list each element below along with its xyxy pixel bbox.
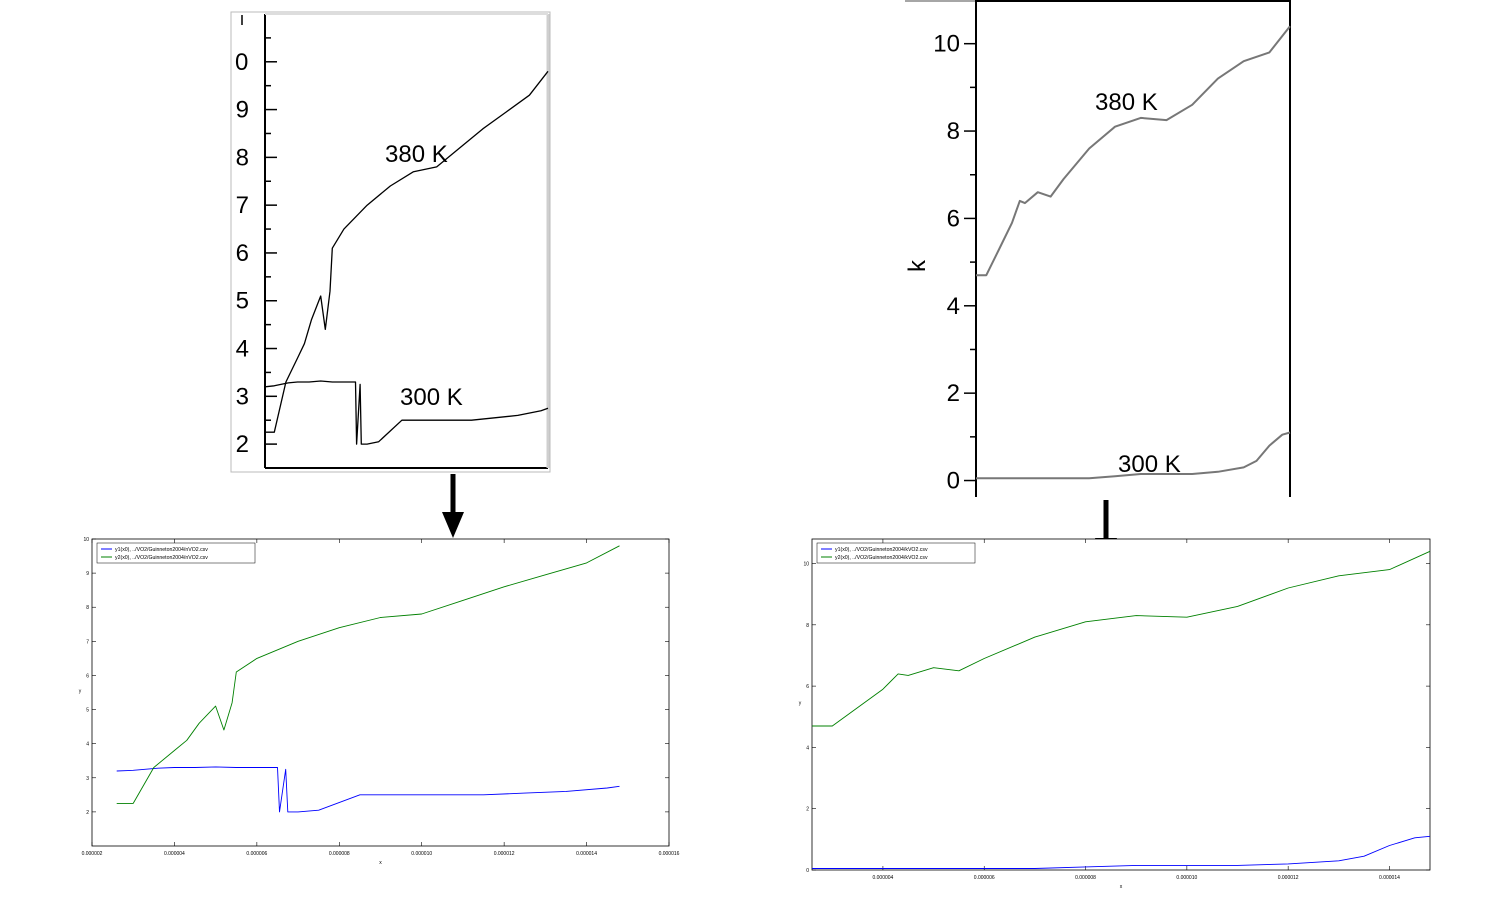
x-tick-label: 0.000008 [1075, 875, 1096, 881]
y-tick-label: 4 [947, 293, 960, 320]
y-axis-label: y [799, 701, 802, 707]
y-tick-label: 6 [806, 684, 809, 690]
n-digitized-chart: 0.000002 0.000004 0.000006 0.000008 0.000010… [79, 537, 680, 866]
y-tick-label: 2 [86, 810, 89, 816]
x-tick-label: 0.000016 [659, 851, 680, 857]
scan-border [230, 11, 551, 473]
y-tick-label: 8 [806, 623, 809, 629]
k-digitized-chart: 0.000004 0.000006 0.000008 0.000010 0.000012… [799, 538, 1431, 890]
y-tick-label: 10 [803, 562, 809, 568]
y-tick-label: 5 [86, 708, 89, 714]
y-tick-label: 4 [86, 742, 89, 748]
y-tick-label: 8 [947, 118, 960, 145]
legend-box [816, 542, 976, 564]
n-reference-chart: 2 3 4 5 6 7 8 9 0 380 K 300 K [230, 11, 551, 473]
y-axis-label: y [79, 689, 82, 695]
y-tick-label: 8 [86, 605, 89, 611]
series-line-300k [976, 431, 1291, 480]
x-tick-label: 0.000010 [411, 851, 432, 857]
series-line-380k [265, 70, 549, 433]
x-axis-label: x [1120, 884, 1123, 890]
y-tick-label: 4 [236, 336, 249, 363]
x-axis-label: x [379, 860, 382, 866]
legend: y1(x0), ../VO2/Guinneton2004/kVO2.csv y2(… [816, 542, 976, 564]
y-tick-label: 2 [806, 807, 809, 813]
y-tick-label: 2 [236, 431, 249, 458]
annotation-380k: 380 K [1095, 89, 1158, 116]
x-tick-label: 0.000008 [329, 851, 350, 857]
y-tick-label: 3 [86, 776, 89, 782]
series-line-380k [976, 25, 1291, 277]
y-tick-label: 10 [83, 537, 89, 543]
x-tick-label: 0.000010 [1176, 875, 1197, 881]
y-tick-label: 8 [236, 144, 249, 171]
x-tick-label: 0.000014 [1379, 875, 1400, 881]
y-tick-label: 10 [933, 31, 960, 58]
y-tick-label: 6 [86, 673, 89, 679]
y-tick-label: 6 [947, 205, 960, 232]
plot-frame [91, 538, 670, 847]
x-tick-label: 0.000004 [164, 851, 185, 857]
y-tick-label: 6 [236, 240, 249, 267]
x-tick-label: 0.000006 [246, 851, 267, 857]
series-line-y1 [116, 766, 620, 813]
legend-entry: y1(x0), ../VO2/Guinneton2004/kVO2.csv [835, 547, 928, 553]
legend-entry: y2(x0), ../VO2/Guinneton2004/kVO2.csv [835, 555, 928, 561]
annotation-300k: 300 K [1118, 451, 1181, 478]
y-axis-label: k [904, 259, 931, 272]
y-tick-label: 0 [806, 868, 809, 874]
arrow-n-head [442, 512, 464, 538]
x-tick-label: 0.000002 [82, 851, 103, 857]
annotation-300k: 300 K [400, 384, 463, 411]
annotation-380k: 380 K [385, 141, 448, 168]
series-line-y2 [116, 545, 620, 804]
series-line-y1 [812, 835, 1431, 869]
y-tick-label: 9 [86, 571, 89, 577]
x-tick-label: 0.000012 [1278, 875, 1299, 881]
series-line-300k [264, 380, 549, 445]
y-tick-label: 0 [947, 468, 960, 495]
legend-entry: y2(x0), ../VO2/Guinneton2004/nVO2.csv [115, 555, 208, 561]
y-tick-label: 7 [236, 192, 249, 219]
x-tick-label: 0.000006 [974, 875, 995, 881]
k-reference-chart: 0 2 4 6 8 10 k 380 K 300 K [904, 0, 1291, 497]
y-tick-label: 2 [947, 380, 960, 407]
y-tick-label: 9 [236, 97, 249, 124]
x-tick-label: 0.000012 [494, 851, 515, 857]
y-tick-label: 5 [236, 288, 249, 315]
plot-frame [811, 538, 1431, 871]
series-line-y2 [812, 550, 1431, 727]
legend-entry: y1(x0), ../VO2/Guinneton2004/nVO2.csv [115, 547, 208, 553]
x-tick-label: 0.000014 [576, 851, 597, 857]
y-tick-label: 7 [86, 639, 89, 645]
x-tick-label: 0.000004 [872, 875, 893, 881]
y-tick-label: 3 [236, 383, 249, 410]
legend-box [96, 542, 256, 564]
y-tick-label: 4 [806, 745, 809, 751]
y-tick-label-top: 0 [235, 49, 248, 76]
legend: y1(x0), ../VO2/Guinneton2004/nVO2.csv y2(… [96, 542, 256, 564]
